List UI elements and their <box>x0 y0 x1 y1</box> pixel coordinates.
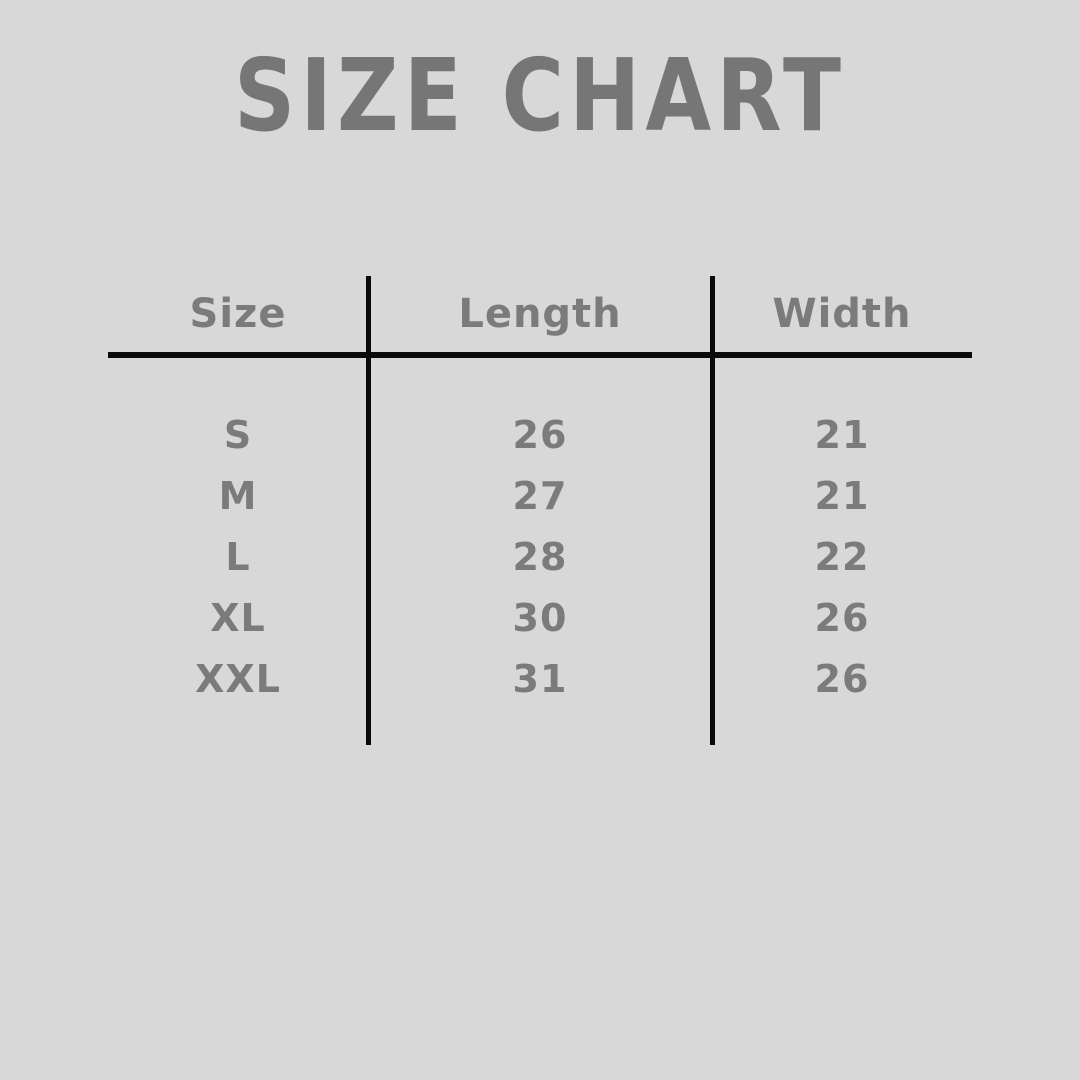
column-divider-line-right <box>710 276 715 745</box>
table-header-row: Size Length Width <box>108 275 972 352</box>
table-body: S 26 21 M 27 21 L 28 22 XL 30 26 XXL <box>108 358 972 709</box>
width-value: 21 <box>814 473 870 518</box>
length-value: 27 <box>512 473 568 518</box>
width-value: 26 <box>814 656 870 701</box>
size-value: M <box>218 473 258 518</box>
length-value: 30 <box>512 595 568 640</box>
size-value: S <box>223 412 253 457</box>
length-value: 31 <box>512 656 568 701</box>
size-value: XL <box>210 595 266 640</box>
width-value: 21 <box>814 412 870 457</box>
column-divider-line-left <box>366 276 371 745</box>
column-header-length: Length <box>458 290 622 337</box>
header-divider-line <box>108 352 972 358</box>
column-header-width: Width <box>772 290 912 337</box>
column-header-size: Size <box>189 290 287 337</box>
size-value: L <box>225 534 251 579</box>
size-value: XXL <box>195 656 281 701</box>
size-chart-table: Size Length Width S 26 21 M 27 21 L 28 2… <box>108 275 972 745</box>
page-title: SIZE CHART <box>233 37 847 154</box>
length-value: 26 <box>512 412 568 457</box>
width-value: 26 <box>814 595 870 640</box>
length-value: 28 <box>512 534 568 579</box>
width-value: 22 <box>814 534 870 579</box>
